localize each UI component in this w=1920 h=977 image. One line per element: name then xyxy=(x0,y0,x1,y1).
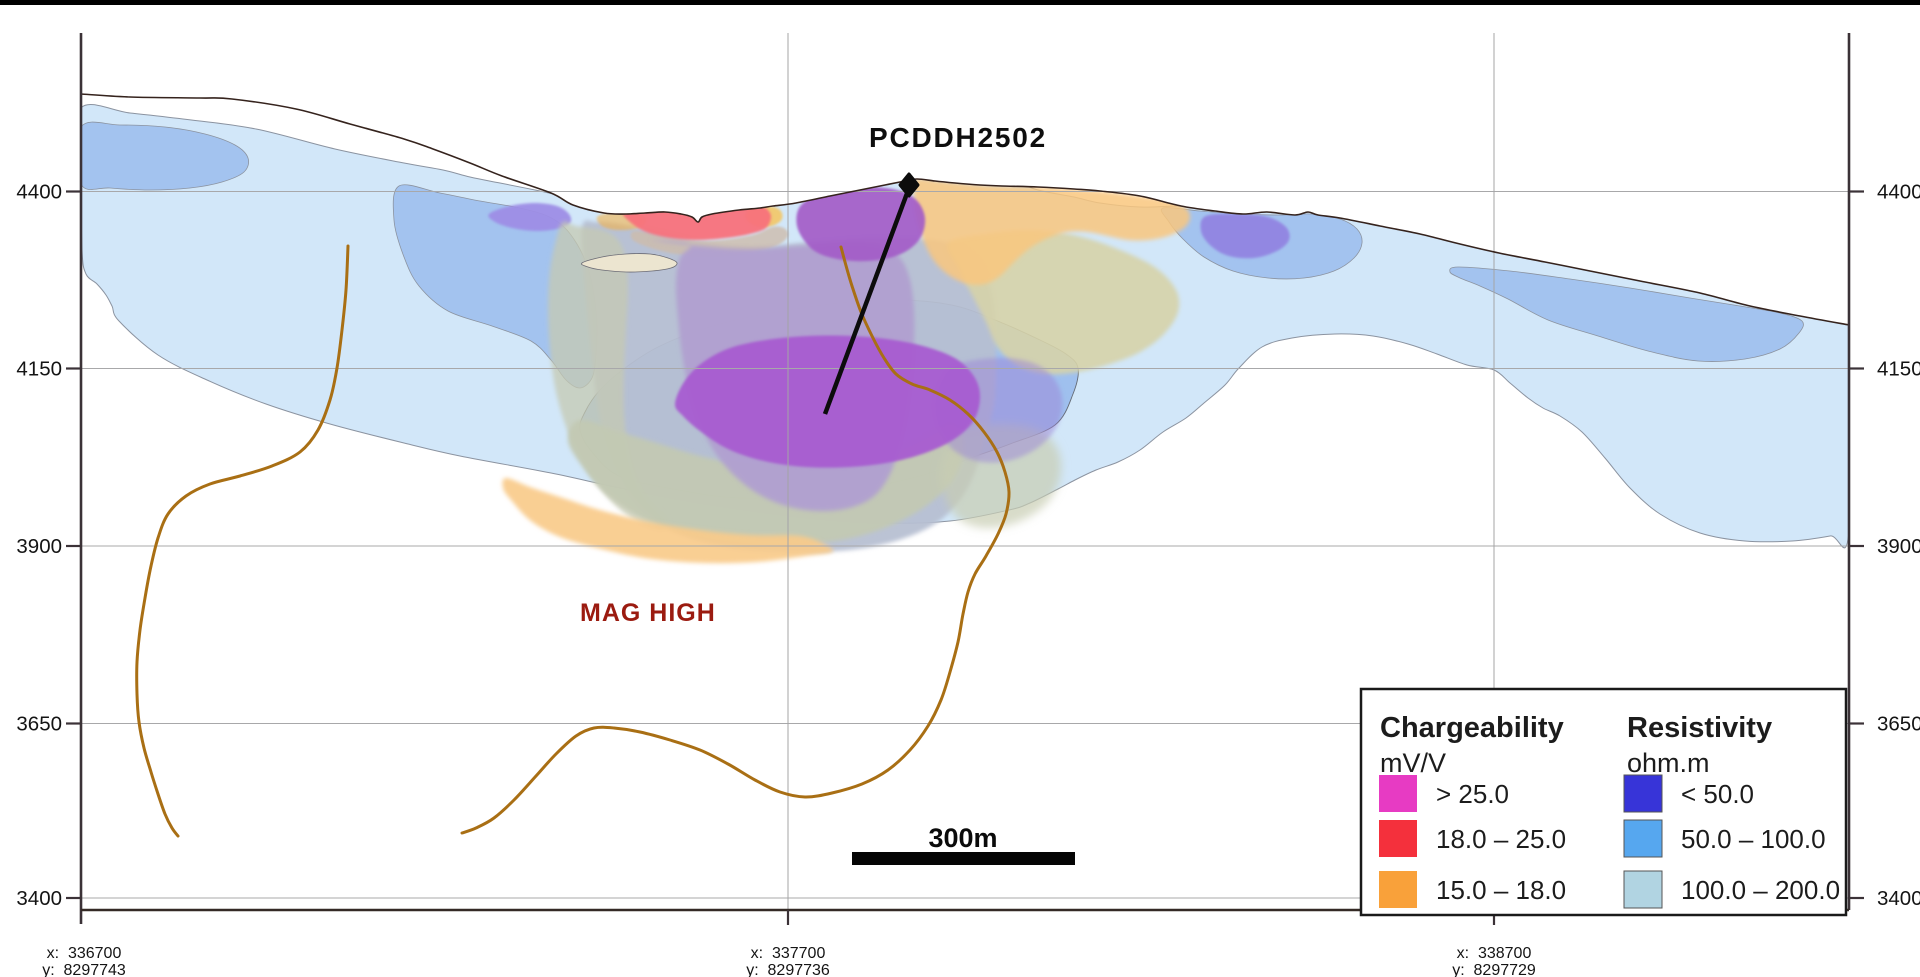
svg-text:4400: 4400 xyxy=(16,181,62,204)
svg-text:y: 8297736: y: 8297736 xyxy=(746,962,830,977)
svg-text:3650: 3650 xyxy=(1877,713,1920,736)
svg-text:< 50.0: < 50.0 xyxy=(1681,779,1754,809)
svg-text:15.0 – 18.0: 15.0 – 18.0 xyxy=(1436,875,1566,905)
svg-text:Chargeability: Chargeability xyxy=(1380,712,1564,744)
svg-text:100.0 – 200.0: 100.0 – 200.0 xyxy=(1681,875,1840,905)
svg-text:x: 337700: x: 337700 xyxy=(751,945,826,962)
svg-text:y: 8297729: y: 8297729 xyxy=(1452,962,1536,977)
svg-text:50.0 – 100.0: 50.0 – 100.0 xyxy=(1681,824,1826,854)
svg-text:4150: 4150 xyxy=(16,358,62,381)
svg-text:PCDDH2502: PCDDH2502 xyxy=(869,122,1047,153)
svg-text:3900: 3900 xyxy=(16,535,62,558)
svg-text:x: 336700: x: 336700 xyxy=(47,945,122,962)
svg-text:MAG HIGH: MAG HIGH xyxy=(580,599,716,627)
svg-text:x: 338700: x: 338700 xyxy=(1457,945,1532,962)
svg-text:18.0 – 25.0: 18.0 – 25.0 xyxy=(1436,824,1566,854)
svg-text:ohm.m: ohm.m xyxy=(1627,748,1710,778)
svg-text:Resistivity: Resistivity xyxy=(1627,712,1772,744)
svg-text:mV/V: mV/V xyxy=(1380,748,1446,778)
svg-text:4150: 4150 xyxy=(1877,358,1920,381)
svg-text:3400: 3400 xyxy=(1877,887,1920,910)
svg-text:300m: 300m xyxy=(928,823,997,853)
svg-text:> 25.0: > 25.0 xyxy=(1436,779,1509,809)
svg-text:3400: 3400 xyxy=(16,887,62,910)
svg-text:3650: 3650 xyxy=(16,713,62,736)
svg-text:y: 8297743: y: 8297743 xyxy=(42,962,126,977)
svg-text:4400: 4400 xyxy=(1877,181,1920,204)
svg-text:3900: 3900 xyxy=(1877,535,1920,558)
